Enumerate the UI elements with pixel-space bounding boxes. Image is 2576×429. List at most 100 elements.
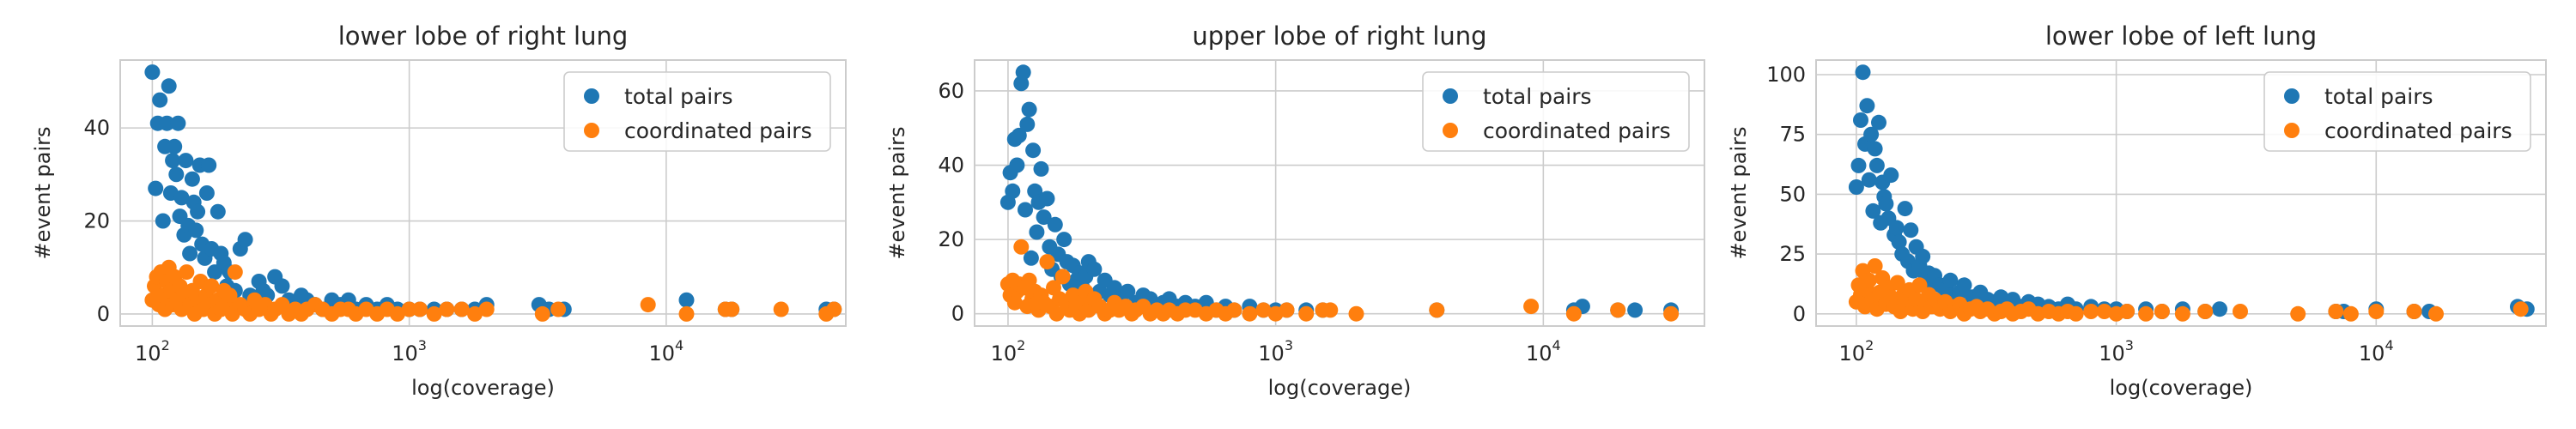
data-point xyxy=(159,115,175,131)
data-point xyxy=(1911,277,1928,293)
data-point xyxy=(1610,302,1626,318)
x-tick-label: 102 xyxy=(1839,337,1874,366)
data-point xyxy=(1523,299,1540,315)
data-point xyxy=(1021,101,1037,118)
x-tick-label: 102 xyxy=(135,337,170,366)
data-point xyxy=(1663,305,1680,322)
x-tick-base: 10 xyxy=(1526,341,1552,366)
data-point xyxy=(2083,304,2099,319)
x-tick-exponent: 3 xyxy=(418,337,427,353)
data-point xyxy=(1889,275,1905,291)
x-tick-label: 104 xyxy=(2359,337,2394,366)
data-point xyxy=(170,115,186,131)
data-point xyxy=(1565,305,1582,322)
data-point xyxy=(1867,141,1883,157)
data-point xyxy=(274,278,290,294)
data-point xyxy=(1956,277,1972,293)
data-point xyxy=(1056,232,1072,248)
x-tick-exponent: 2 xyxy=(1017,337,1025,353)
data-point xyxy=(1429,302,1445,318)
data-point xyxy=(179,264,195,281)
x-tick-label: 104 xyxy=(1526,337,1561,366)
y-tick-label: 75 xyxy=(1779,123,1806,147)
y-tick-label: 60 xyxy=(938,79,964,103)
data-point xyxy=(534,305,550,322)
data-point xyxy=(1298,305,1315,322)
x-tick-exponent: 3 xyxy=(1285,337,1293,353)
legend-box xyxy=(1422,71,1690,152)
data-point xyxy=(2428,305,2444,322)
legend-marker xyxy=(584,88,599,104)
legend-label: total pairs xyxy=(1483,84,1592,109)
y-tick-label: 40 xyxy=(938,154,964,178)
y-tick-label: 0 xyxy=(97,302,110,326)
data-point xyxy=(550,301,567,317)
data-point xyxy=(1322,302,1339,318)
data-point xyxy=(678,292,695,308)
data-point xyxy=(1086,261,1103,277)
data-point xyxy=(1005,183,1021,199)
y-tick-label: 25 xyxy=(1779,242,1806,266)
plot-frame xyxy=(974,59,1705,327)
data-point xyxy=(1025,142,1042,159)
x-axis-label: log(coverage) xyxy=(2110,376,2253,400)
x-tick-base: 10 xyxy=(1258,341,1285,366)
data-point xyxy=(401,301,417,317)
series-coordinated-pairs xyxy=(999,239,1680,322)
data-point xyxy=(2096,304,2112,319)
data-point xyxy=(1048,305,1065,322)
data-point xyxy=(1883,167,1899,184)
data-point xyxy=(1878,196,1894,212)
data-point xyxy=(227,264,243,281)
data-point xyxy=(148,180,164,196)
data-point xyxy=(2138,305,2154,322)
data-point xyxy=(678,305,695,322)
data-point xyxy=(2119,304,2136,319)
data-point xyxy=(467,305,483,322)
data-point xyxy=(2197,304,2214,319)
x-tick-exponent: 2 xyxy=(1865,337,1874,353)
legend-label: coordinated pairs xyxy=(2324,118,2512,143)
data-point xyxy=(201,157,217,173)
y-tick-label: 40 xyxy=(83,116,110,140)
data-point xyxy=(1011,127,1027,143)
y-tick-label: 20 xyxy=(83,209,110,233)
data-point xyxy=(1039,254,1055,270)
legend-marker xyxy=(2284,123,2300,138)
legend-marker xyxy=(2284,88,2300,104)
data-point xyxy=(190,203,206,220)
legend-label: coordinated pairs xyxy=(624,118,812,143)
data-point xyxy=(1348,305,1364,322)
data-point xyxy=(161,78,177,94)
x-tick-label: 102 xyxy=(991,337,1026,366)
x-tick-exponent: 4 xyxy=(2385,337,2393,353)
legend-label: total pairs xyxy=(2324,84,2433,109)
data-point xyxy=(453,301,470,317)
data-point xyxy=(178,153,194,169)
plot-frame xyxy=(1815,59,2547,327)
data-point xyxy=(412,301,428,317)
data-point xyxy=(210,203,226,220)
y-tick-label: 20 xyxy=(938,227,964,251)
x-tick-label: 104 xyxy=(648,337,683,366)
x-tick-base: 10 xyxy=(135,341,161,366)
x-tick-base: 10 xyxy=(648,341,675,366)
data-point xyxy=(640,297,656,313)
data-point xyxy=(1859,98,1875,114)
data-point xyxy=(2328,304,2344,319)
data-point xyxy=(167,138,183,154)
data-point xyxy=(168,166,185,183)
y-tick-label: 50 xyxy=(1779,182,1806,206)
x-tick-base: 10 xyxy=(2099,341,2125,366)
data-point xyxy=(1036,209,1052,226)
data-point xyxy=(1018,202,1033,218)
data-point xyxy=(1891,234,1907,251)
x-tick-exponent: 4 xyxy=(675,337,683,353)
data-point xyxy=(184,171,200,187)
data-point xyxy=(2406,304,2422,319)
x-tick-label: 103 xyxy=(392,337,427,366)
data-point xyxy=(152,92,168,108)
